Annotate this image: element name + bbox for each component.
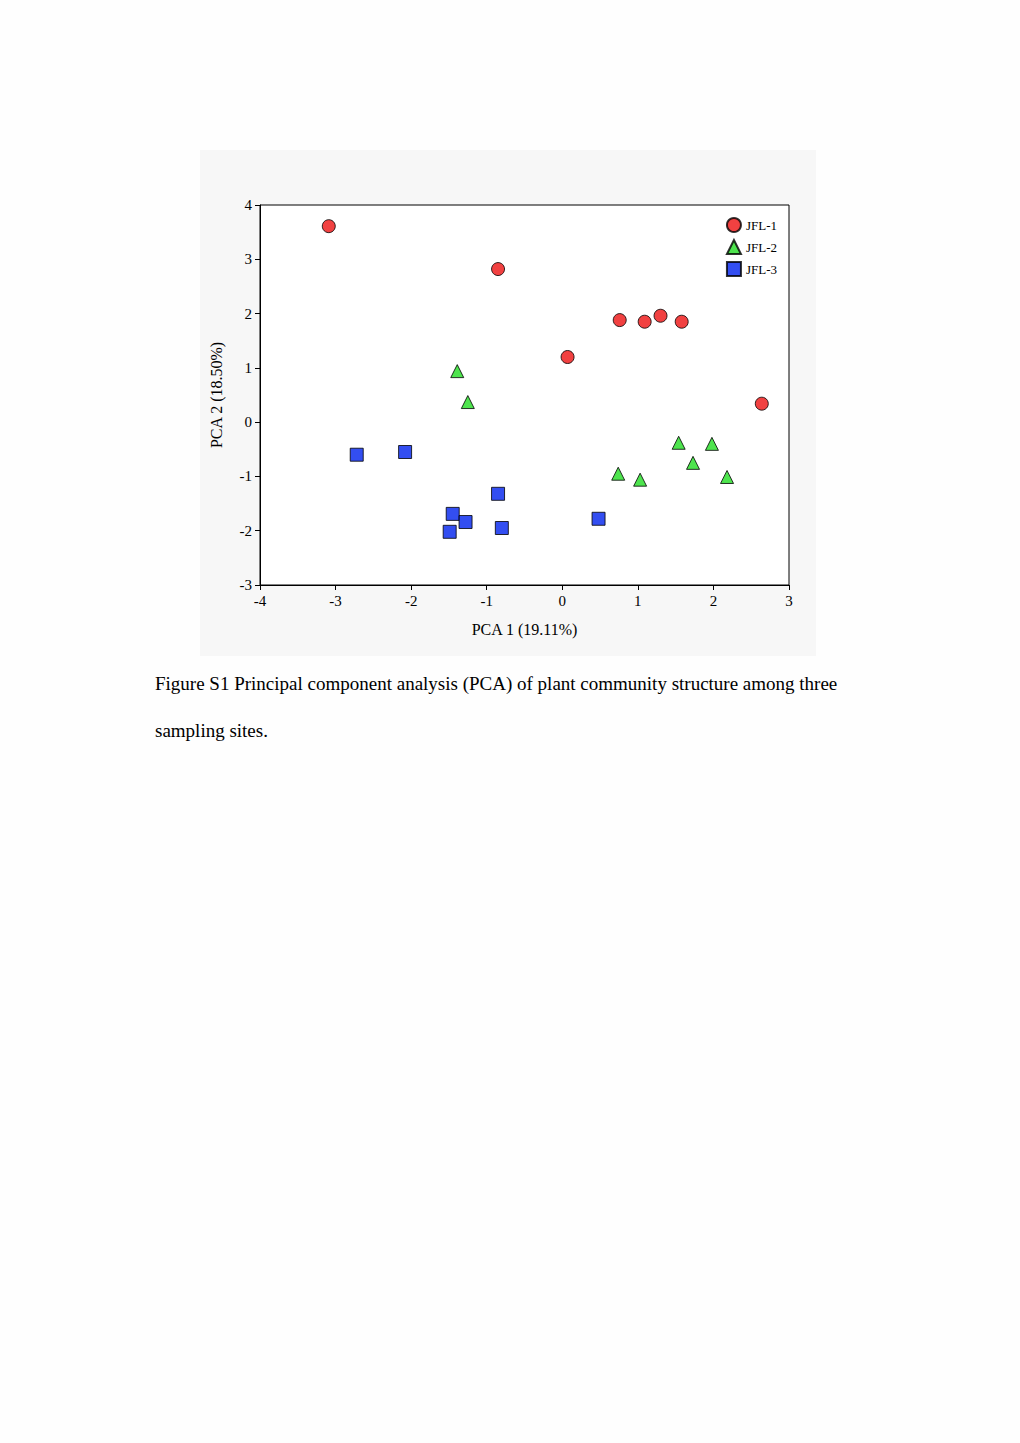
svg-text:4: 4 <box>245 197 253 213</box>
svg-text:2: 2 <box>245 306 253 322</box>
svg-text:3: 3 <box>245 251 253 267</box>
svg-text:-3: -3 <box>240 577 253 593</box>
html-text:Figure S1 Principal component: Figure S1 Principal component analysis (… <box>155 673 838 741</box>
svg-text:PCA 1 (19.11%): PCA 1 (19.11%) <box>472 621 578 639</box>
svg-text:-2: -2 <box>405 593 418 609</box>
svg-text:1: 1 <box>634 593 642 609</box>
svg-text:1: 1 <box>245 360 253 376</box>
svg-text:JFL-3: JFL-3 <box>746 262 777 277</box>
svg-text:JFL-1: JFL-1 <box>746 218 777 233</box>
svg-text:-1: -1 <box>480 593 493 609</box>
svg-text:-1: -1 <box>240 468 253 484</box>
svg-text:3: 3 <box>785 593 793 609</box>
svg-text:2: 2 <box>710 593 718 609</box>
svg-text:-2: -2 <box>240 523 253 539</box>
svg-text:-4: -4 <box>254 593 267 609</box>
svg-text:JFL-2: JFL-2 <box>746 240 777 255</box>
svg-text:PCA 2 (18.50%): PCA 2 (18.50%) <box>208 342 226 448</box>
svg-text:0: 0 <box>245 414 253 430</box>
svg-text:0: 0 <box>559 593 567 609</box>
svg-text:-3: -3 <box>329 593 342 609</box>
